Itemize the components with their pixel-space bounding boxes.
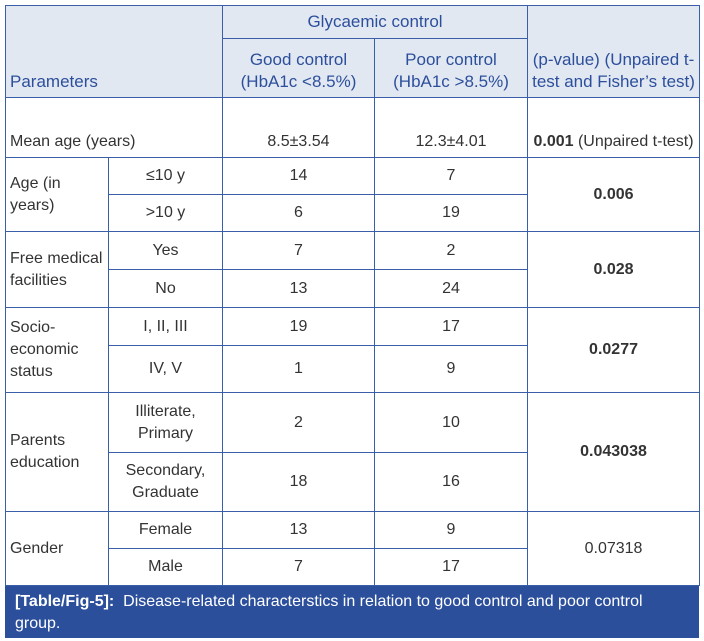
- poor-control-value: 9: [373, 345, 529, 393]
- good-control-value: 1: [222, 345, 375, 393]
- table-row-mean-age: Mean age (years) 8.5±3.54 12.3±4.01 0.00…: [5, 97, 701, 158]
- good-control-value: 7: [222, 548, 375, 586]
- poor-control-value: 2: [373, 231, 529, 270]
- caption-label: [Table/Fig-5]:: [15, 593, 115, 610]
- good-control-value: 13: [222, 269, 375, 308]
- good-control-value: 19: [222, 307, 375, 346]
- table-row: Socio-economic status I, II, III 19 17 0.027…: [5, 307, 701, 393]
- subgroup-label: >10 y: [108, 194, 223, 232]
- good-control-value: 7: [222, 231, 375, 270]
- table-row: Gender Female 13 9 0.07318: [5, 511, 701, 586]
- table-row: Male 7 17: [6, 548, 700, 586]
- good-control-value: 18: [222, 452, 375, 512]
- table-row: No 13 24: [6, 269, 700, 308]
- good-control-value: 13: [222, 511, 375, 549]
- subgroup-label: IV, V: [108, 345, 223, 393]
- table-row: Age (in years) ≤10 y 14 7 0.006: [5, 157, 701, 232]
- subgroup-label: I, II, III: [108, 307, 223, 346]
- table-figure: Parameters Glycaemic control (p-value) (…: [5, 5, 701, 638]
- good-control-value: 2: [222, 392, 375, 453]
- table-row: >10 y 6 19: [6, 194, 700, 232]
- poor-control-value: 16: [373, 452, 529, 512]
- good-control-value: 6: [222, 194, 375, 232]
- p-value: 0.07318: [527, 511, 701, 586]
- header-poor-control: Poor control (HbA1c >8.5%): [373, 38, 529, 98]
- poor-control-value: 24: [373, 269, 529, 308]
- subgroup-label: Illiterate, Primary: [108, 392, 223, 453]
- subgroup-label: Yes: [108, 231, 223, 270]
- header-glycaemic-control: Glycaemic control: [221, 5, 529, 39]
- mean-age-good: 8.5±3.54: [222, 97, 375, 158]
- header-p-value: (p-value) (Unpaired t-test and Fisher’s …: [527, 5, 701, 98]
- group-label: Gender: [5, 511, 109, 586]
- poor-control-value: 19: [373, 194, 529, 232]
- poor-control-value: 7: [373, 157, 529, 195]
- mean-age-label: Mean age (years): [5, 97, 223, 158]
- poor-control-value: 10: [373, 392, 529, 453]
- subgroup-label: Secondary, Graduate: [108, 452, 223, 512]
- mean-age-p: 0.001 (Unpaired t-test): [527, 97, 701, 158]
- good-control-value: 14: [222, 157, 375, 195]
- subgroup-label: Female: [108, 511, 223, 549]
- results-table: Parameters Glycaemic control (p-value) (…: [5, 5, 701, 586]
- poor-control-value: 9: [373, 511, 529, 549]
- group-label: Free medical facilities: [5, 231, 109, 308]
- p-value: 0.028: [527, 231, 701, 308]
- poor-control-value: 17: [373, 548, 529, 586]
- caption-text: Disease-related characterstics in relati…: [15, 593, 643, 632]
- table-caption: [Table/Fig-5]: Disease-related character…: [5, 586, 699, 638]
- poor-control-value: 17: [373, 307, 529, 346]
- table-row: Parents education Illiterate, Primary 2 10 0…: [5, 392, 701, 512]
- mean-age-poor: 12.3±4.01: [373, 97, 529, 158]
- header-good-control: Good control (HbA1c <8.5%): [222, 38, 375, 98]
- subgroup-label: No: [108, 269, 223, 308]
- table-row: Free medical facilities Yes 7 2 0.028: [5, 231, 701, 308]
- group-label: Socio-economic status: [5, 307, 109, 393]
- subgroup-label: ≤10 y: [108, 157, 223, 195]
- p-value: 0.001: [533, 133, 574, 150]
- p-value: 0.006: [527, 157, 701, 232]
- p-note: (Unpaired t-test): [573, 133, 694, 150]
- p-value: 0.0277: [527, 307, 701, 393]
- table-row: Secondary, Graduate 18 16: [6, 452, 700, 512]
- p-value: 0.043038: [527, 392, 701, 512]
- group-label: Age (in years): [5, 157, 109, 232]
- group-label: Parents education: [5, 392, 109, 512]
- header-parameters: Parameters: [5, 5, 223, 98]
- subgroup-label: Male: [108, 548, 223, 586]
